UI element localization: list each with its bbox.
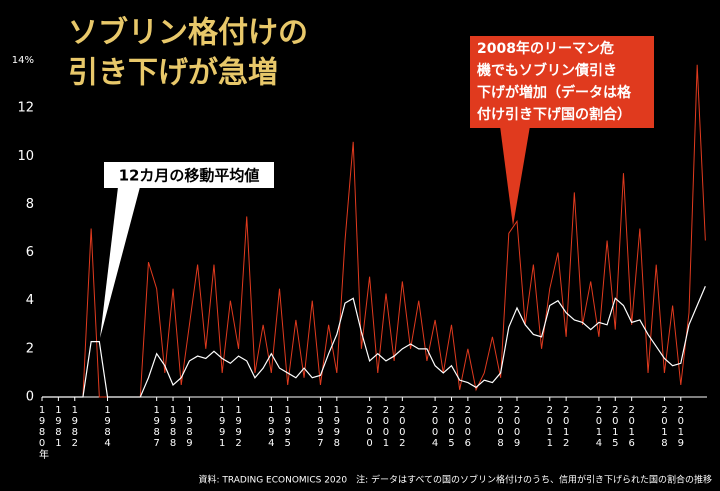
x-tick-label: 1982 xyxy=(69,405,80,449)
x-tick-label: 1992 xyxy=(233,405,244,449)
x-tick-label: 2018 xyxy=(659,405,670,449)
x-tick-label: 1989 xyxy=(184,405,195,449)
x-tick-label: 2011 xyxy=(544,405,555,449)
plot: 0 2 4 6 8 10 12 14% 1980年 1981 1982 1984 1987 1988 198… xyxy=(12,55,707,460)
x-tick-label: 2009 xyxy=(512,405,523,449)
x-tick-label: 1980年 xyxy=(37,405,49,460)
x-tick-label: 2008 xyxy=(495,405,506,449)
x-tick-label: 2005 xyxy=(446,405,457,449)
y-tick-label: 4 xyxy=(26,293,34,308)
series-line xyxy=(42,286,706,398)
y-tick-label: 8 xyxy=(26,197,34,212)
x-tick-label: 2014 xyxy=(593,405,604,449)
x-tick-label: 2015 xyxy=(610,405,621,449)
x-tick-label: 1994 xyxy=(266,405,277,449)
annotation: 12カ月の移動平均値 xyxy=(119,167,260,185)
callout-pointer xyxy=(500,126,530,226)
x-tick-label: 2001 xyxy=(380,405,391,449)
x-tick-label: 1987 xyxy=(151,405,162,449)
x-tick-label: 1998 xyxy=(331,405,342,449)
chart-title: ソブリン格付けの xyxy=(68,16,308,51)
x-tick-label: 1981 xyxy=(53,405,64,449)
footnote: 資料: TRADING ECONOMICS 2020 注: データはすべての国の… xyxy=(198,474,712,486)
y-tick-label: 10 xyxy=(17,149,34,164)
x-tick-label: 2016 xyxy=(626,405,637,449)
x-tick-label: 2019 xyxy=(675,405,686,449)
x-tick-label: 1988 xyxy=(168,405,179,449)
x-tick-label: 2002 xyxy=(397,405,408,449)
annotation: 下げが増加（データは格 xyxy=(477,84,632,101)
x-tick-label: 2012 xyxy=(561,405,572,449)
annotation: 2008年のリーマン危 xyxy=(477,40,614,57)
series-line xyxy=(42,64,706,398)
y-tick-label: 14% xyxy=(12,55,34,66)
y-tick-label: 0 xyxy=(26,390,34,405)
chart-title: 引き下げが急増 xyxy=(68,56,278,91)
annotation: 付け引き下げ国の割合） xyxy=(477,106,631,123)
x-tick-label: 1997 xyxy=(315,405,326,449)
annotation: 機でもソブリン債引き xyxy=(477,62,617,79)
callout-box xyxy=(104,162,274,188)
y-tick-label: 6 xyxy=(26,245,34,260)
x-tick-label: 2000 xyxy=(364,405,375,449)
callout-pointer xyxy=(100,187,140,338)
x-tick-label: 2004 xyxy=(430,405,441,449)
callout-box xyxy=(470,36,654,128)
y-tick-label: 12 xyxy=(17,101,34,116)
y-tick-label: 2 xyxy=(26,341,34,356)
x-tick-label: 2006 xyxy=(462,405,473,449)
x-tick-label: 1995 xyxy=(282,405,293,449)
x-tick-label: 1991 xyxy=(217,405,228,449)
x-tick-label: 1984 xyxy=(102,405,113,449)
